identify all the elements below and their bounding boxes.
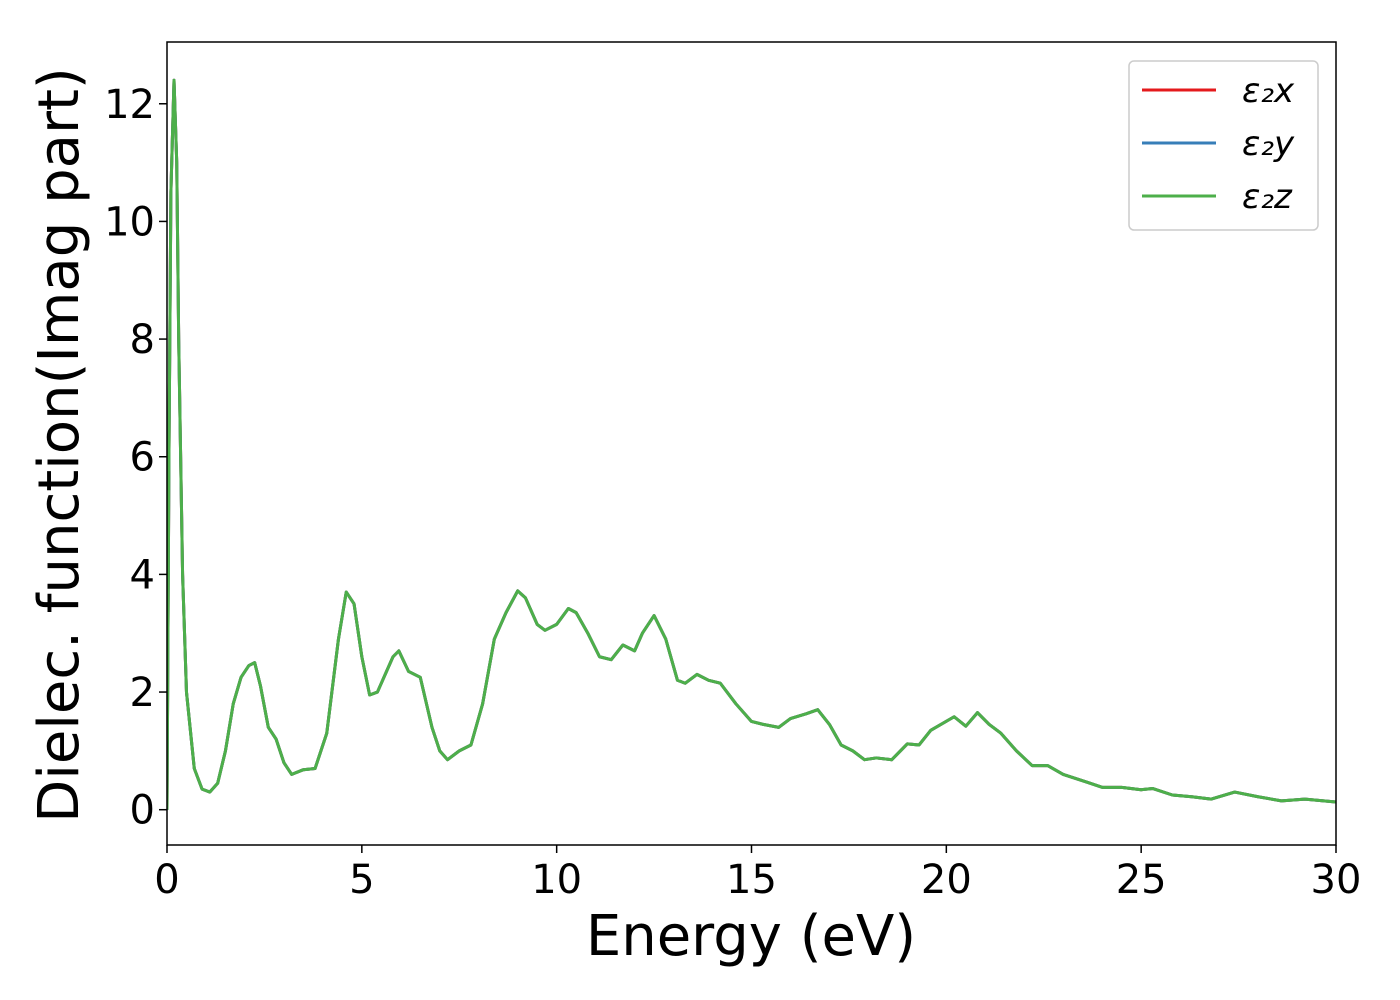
y-tick-label: 12 — [104, 82, 155, 128]
x-tick-label: 0 — [154, 857, 179, 903]
x-tick-label: 30 — [1311, 857, 1362, 903]
legend-label: ε₂z — [1242, 177, 1293, 217]
data-line — [167, 78, 1336, 810]
plot-frame — [166, 41, 1337, 846]
y-tick-label: 2 — [130, 670, 155, 716]
y-tick-label: 8 — [130, 317, 155, 363]
x-tick-label: 25 — [1116, 857, 1167, 903]
y-tick-label: 10 — [104, 199, 155, 245]
x-axis-label: Energy (eV) — [586, 904, 916, 969]
x-tick-label: 10 — [531, 857, 582, 903]
x-tick-label: 5 — [349, 857, 374, 903]
y-axis-label: Dielec. function(Imag part) — [27, 67, 92, 823]
x-tick-label: 15 — [726, 857, 777, 903]
y-tick-label: 4 — [130, 552, 155, 598]
y-tick-label: 6 — [130, 435, 155, 481]
plot-lines — [167, 78, 1336, 810]
legend-box — [1128, 60, 1319, 231]
y-tick-label: 0 — [130, 788, 155, 834]
x-tick-label: 20 — [921, 857, 972, 903]
legend-label: ε₂y — [1242, 124, 1295, 164]
legend-label: ε₂x — [1242, 71, 1295, 111]
